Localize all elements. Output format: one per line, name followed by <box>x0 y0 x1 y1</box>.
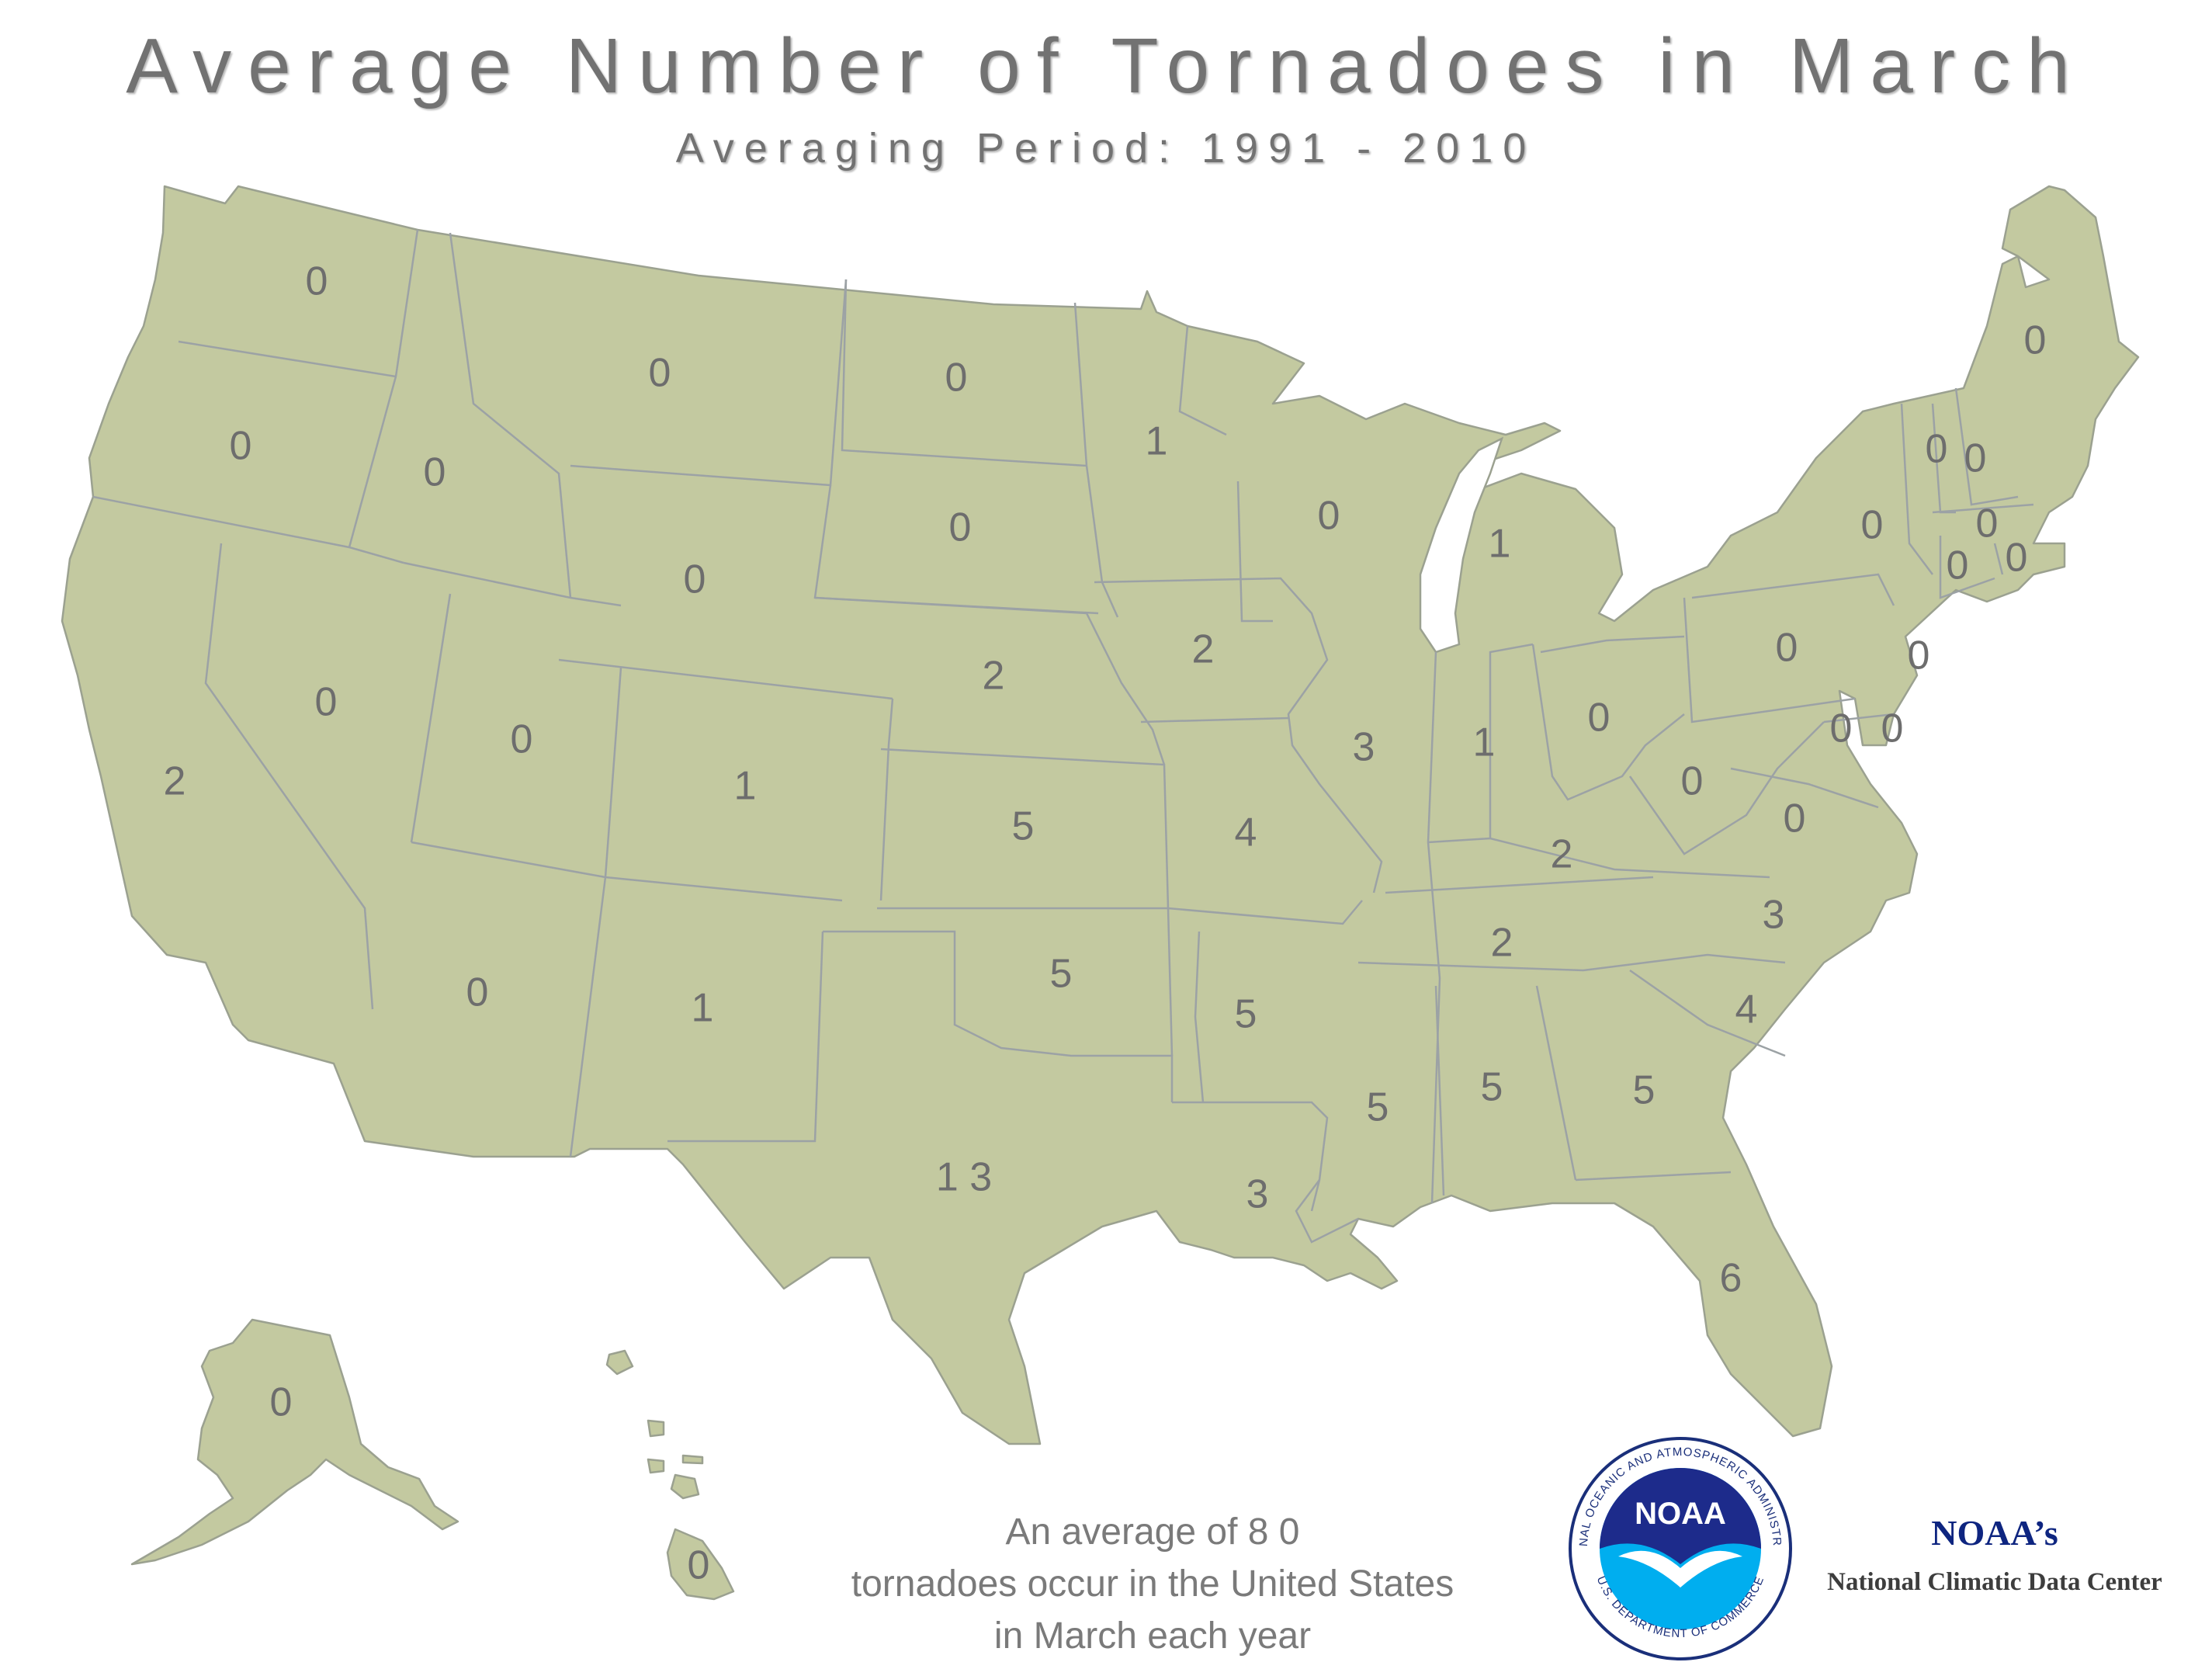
state-value-sc: 4 <box>1735 987 1758 1032</box>
state-value-de: 0 <box>1881 706 1904 751</box>
state-value-ia: 2 <box>1192 627 1215 672</box>
hawaii-kauai <box>605 1349 634 1376</box>
state-value-wa: 0 <box>306 259 328 304</box>
state-value-wy: 0 <box>684 557 706 602</box>
state-value-ga: 5 <box>1633 1068 1656 1113</box>
state-borders <box>92 229 2034 1244</box>
state-value-tx: 1 3 <box>936 1155 992 1200</box>
state-value-mi: 1 <box>1489 522 1511 567</box>
state-value-ok: 5 <box>1050 952 1073 997</box>
state-value-in: 1 <box>1473 720 1496 765</box>
summary-line-2: tornadoes occur in the United States <box>851 1563 1454 1605</box>
state-value-vt: 0 <box>1926 427 1948 472</box>
map-subtitle: Averaging Period: 1991 - 2010 <box>675 125 1537 172</box>
state-value-ky: 2 <box>1551 832 1573 877</box>
state-value-ne: 2 <box>983 654 1005 699</box>
state-value-ma: 0 <box>1976 501 1999 547</box>
state-value-tn: 2 <box>1491 921 1513 966</box>
state-value-me: 0 <box>2024 318 2047 363</box>
state-value-nm: 1 <box>692 986 714 1031</box>
state-value-ny: 0 <box>1861 503 1884 548</box>
state-value-az: 0 <box>466 970 489 1015</box>
contiguous-us-landmass <box>61 185 2140 1445</box>
state-value-nv: 0 <box>315 680 338 725</box>
state-value-id: 0 <box>424 450 446 495</box>
state-value-ar: 5 <box>1235 992 1257 1037</box>
state-value-ut: 0 <box>511 717 533 762</box>
hawaii-oahu <box>647 1458 665 1474</box>
alaska-landmass <box>130 1318 459 1566</box>
state-value-pa: 0 <box>1776 626 1798 671</box>
summary-line-3: in March each year <box>993 1615 1312 1657</box>
noaa-logo: NOAA NATIONAL OCEANIC AND ATMOSPHERIC AD… <box>1564 1432 1792 1660</box>
state-value-ks: 5 <box>1012 804 1035 849</box>
state-value-il: 3 <box>1353 725 1375 770</box>
state-value-nd: 0 <box>945 356 968 401</box>
state-value-wv: 0 <box>1681 759 1704 804</box>
state-value-va: 0 <box>1784 796 1806 841</box>
state-value-ri: 0 <box>2006 536 2028 581</box>
summary-note: An average of 8 0 tornadoes occur in the… <box>745 1506 1560 1662</box>
state-value-ms: 5 <box>1367 1085 1389 1130</box>
state-values: 0 0 2 0 0 0 0 0 0 1 1 0 0 2 5 5 1 3 1 2 … <box>164 259 2047 1588</box>
state-value-mo: 4 <box>1235 810 1257 855</box>
state-value-oh: 0 <box>1588 696 1610 741</box>
state-value-la: 3 <box>1246 1172 1269 1217</box>
ncdc-heading: NOAA’s <box>1931 1513 2058 1553</box>
state-value-nj: 0 <box>1908 633 1930 678</box>
state-value-mt: 0 <box>649 351 671 396</box>
hawaii-molokai <box>681 1454 704 1465</box>
hawaii-niihau <box>647 1419 665 1438</box>
map-title: Average Number of Tornadoes in March <box>126 23 2086 109</box>
state-value-or: 0 <box>230 424 252 469</box>
state-value-ca: 2 <box>164 759 186 804</box>
state-value-hi: 0 <box>688 1543 710 1588</box>
state-value-al: 5 <box>1481 1065 1503 1110</box>
state-value-nh: 0 <box>1964 436 1987 481</box>
state-value-md: 0 <box>1830 706 1853 751</box>
state-value-nc: 3 <box>1763 893 1785 938</box>
state-value-wi: 0 <box>1318 494 1340 539</box>
state-value-co: 1 <box>734 764 757 809</box>
state-value-ct: 0 <box>1947 543 1969 588</box>
state-value-sd: 0 <box>949 505 972 550</box>
hawaii-maui <box>670 1473 700 1500</box>
state-value-fl: 6 <box>1720 1256 1742 1301</box>
ncdc-name: National Climatic Data Center <box>1827 1568 2162 1596</box>
noaa-badge-text: NOAA <box>1635 1497 1726 1531</box>
lake-michigan <box>1419 436 1504 654</box>
state-value-mn: 1 <box>1146 419 1168 464</box>
hawaii-big-island <box>666 1528 735 1601</box>
state-value-ak: 0 <box>270 1380 293 1425</box>
summary-line-1: An average of 8 0 <box>1005 1511 1300 1553</box>
